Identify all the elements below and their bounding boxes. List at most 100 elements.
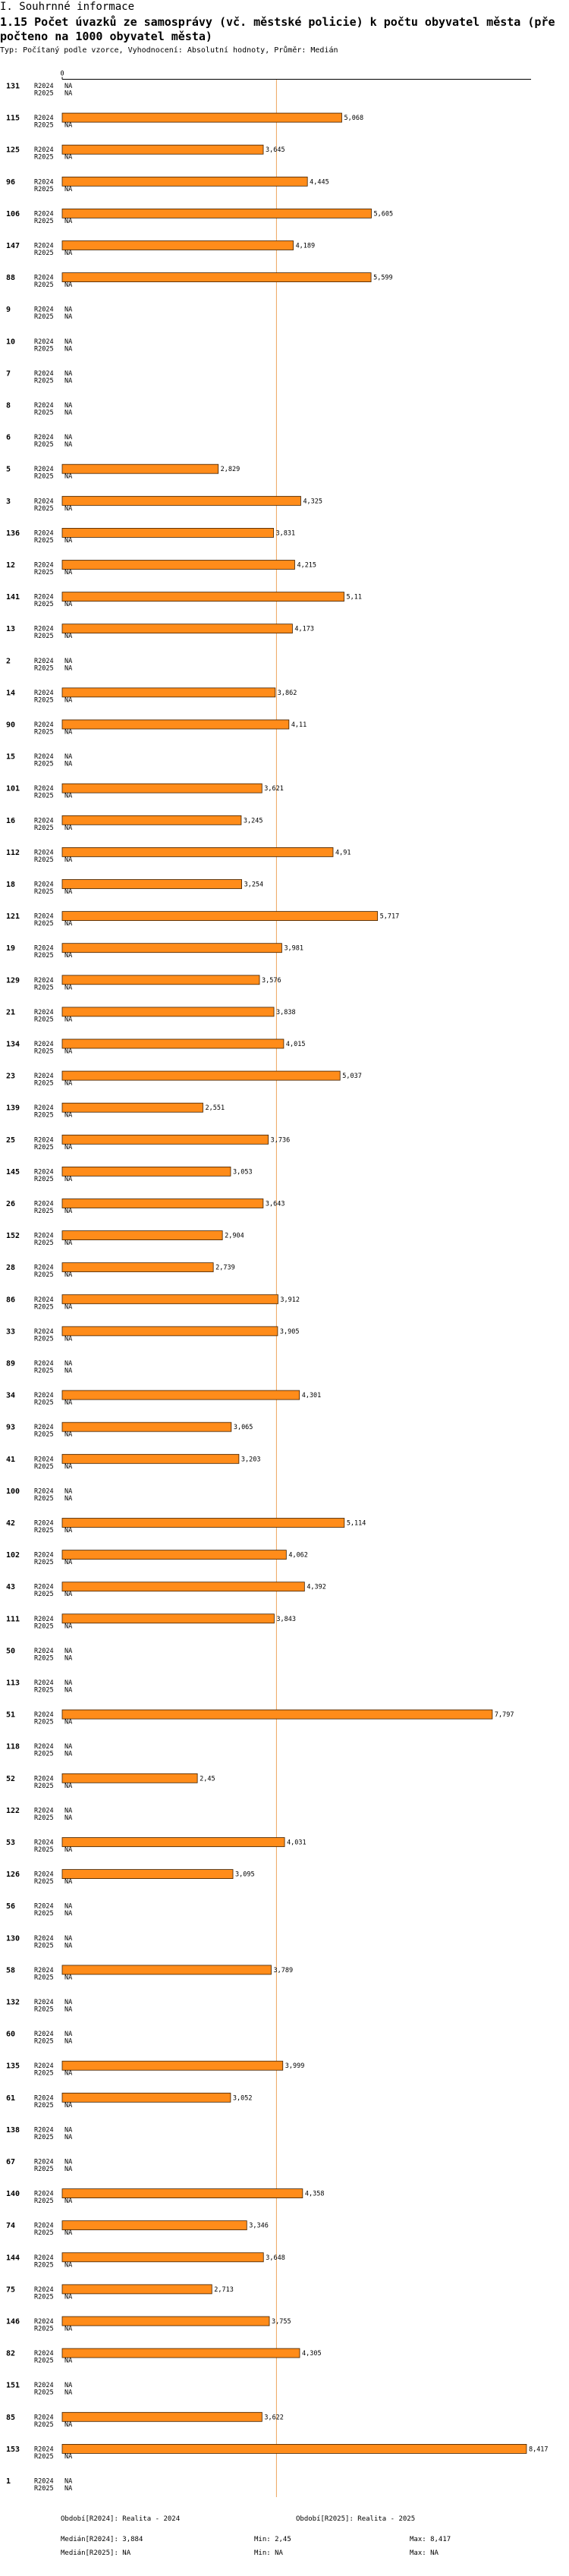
category-group: 139 R2024 2,551 R2025 NA — [6, 1102, 225, 1120]
category-label: 61 — [6, 2094, 15, 2103]
category-group: 28 R2024 2,739 R2025 NA — [6, 1262, 235, 1279]
na-label: NA — [64, 1368, 72, 1375]
series-label: R2024 — [34, 2159, 54, 2166]
na-label: NA — [64, 154, 72, 162]
series-label: R2025 — [34, 2389, 54, 2397]
bar — [61, 2060, 284, 2071]
series-label: R2024 — [34, 721, 54, 729]
category-label: 141 — [6, 593, 20, 602]
bar — [61, 2443, 527, 2454]
na-label: NA — [64, 1719, 72, 1726]
na-label: NA — [64, 186, 72, 193]
value-label: 5,11 — [347, 594, 362, 602]
na-label: NA — [64, 888, 72, 896]
na-label: NA — [64, 1400, 72, 1407]
na-label: NA — [64, 1112, 72, 1120]
footer-min-r2024: Min: 2,45 — [254, 2536, 291, 2543]
series-label: R2024 — [34, 1807, 54, 1814]
series-label: R2024 — [34, 1775, 54, 1783]
na-label: NA — [64, 1751, 72, 1758]
na-label: NA — [64, 83, 72, 90]
series-label: R2025 — [34, 441, 54, 449]
category-label: 25 — [6, 1136, 15, 1145]
footer-max-r2025: Max: NA — [410, 2549, 439, 2557]
category-label: 16 — [6, 817, 15, 825]
category-group: 7 R2024 NA R2025 NA — [6, 369, 72, 385]
series-label: R2025 — [34, 2453, 54, 2461]
series-label: R2025 — [34, 2166, 54, 2173]
na-label: NA — [64, 306, 72, 314]
category-label: 28 — [6, 1264, 15, 1272]
na-label: NA — [64, 1303, 72, 1311]
category-label: 153 — [6, 2446, 20, 2454]
category-label: 145 — [6, 1168, 20, 1176]
series-label: R2025 — [34, 825, 54, 832]
value-label: 3,838 — [276, 1009, 296, 1016]
series-label: R2024 — [34, 1999, 54, 2006]
na-label: NA — [64, 952, 72, 960]
series-label: R2024 — [34, 146, 54, 154]
bar — [61, 1294, 278, 1305]
series-label: R2025 — [34, 1878, 54, 1886]
series-label: R2025 — [34, 1463, 54, 1471]
na-label: NA — [64, 2382, 72, 2389]
category-label: 100 — [6, 1487, 20, 1496]
series-label: R2024 — [34, 1679, 54, 1687]
category-label: 131 — [6, 83, 20, 91]
series-label: R2024 — [34, 2446, 54, 2453]
bar — [61, 943, 282, 953]
na-label: NA — [64, 1591, 72, 1598]
value-label: 5,717 — [380, 913, 400, 921]
category-label: 90 — [6, 721, 15, 730]
category-group: 111 R2024 3,843 R2025 NA — [6, 1613, 296, 1630]
na-label: NA — [64, 2485, 72, 2493]
value-label: 4,445 — [310, 178, 329, 186]
value-label: 5,068 — [344, 115, 363, 122]
series-label: R2025 — [34, 2326, 54, 2333]
category-label: 125 — [6, 146, 20, 155]
category-label: 111 — [6, 1615, 20, 1623]
series-label: R2025 — [34, 505, 54, 513]
series-label: R2024 — [34, 210, 54, 218]
category-label: 115 — [6, 115, 20, 123]
series-label: R2024 — [34, 626, 54, 633]
category-label: 85 — [6, 2414, 15, 2422]
x-tick-label: 0 — [60, 71, 64, 78]
na-label: NA — [64, 2453, 72, 2461]
bar — [61, 1038, 284, 1049]
bar — [61, 1422, 232, 1432]
na-label: NA — [64, 218, 72, 225]
na-label: NA — [64, 537, 72, 545]
value-label: 4,325 — [303, 498, 322, 505]
bar — [61, 144, 264, 155]
category-label: 121 — [6, 913, 20, 921]
bar — [61, 1102, 203, 1113]
series-label: R2025 — [34, 696, 54, 704]
value-label: 3,912 — [280, 1296, 300, 1304]
na-label: NA — [64, 1016, 72, 1023]
category-group: 135 R2024 3,999 R2025 NA — [6, 2060, 304, 2078]
category-label: 2 — [6, 657, 11, 665]
category-group: 146 R2024 3,755 R2025 NA — [6, 2316, 291, 2333]
category-group: 58 R2024 3,789 R2025 NA — [6, 1965, 293, 1981]
category-label: 93 — [6, 1424, 15, 1432]
category-group: 145 R2024 3,053 R2025 NA — [6, 1167, 253, 1183]
category-group: 90 R2024 4,11 R2025 NA — [6, 719, 307, 737]
na-label: NA — [64, 2358, 72, 2365]
na-label: NA — [64, 1807, 72, 1814]
series-label: R2025 — [34, 888, 54, 896]
category-label: 136 — [6, 529, 20, 538]
na-label: NA — [64, 1048, 72, 1056]
series-label: R2024 — [34, 243, 54, 250]
series-label: R2024 — [34, 2031, 54, 2038]
na-label: NA — [64, 1648, 72, 1655]
bar — [61, 911, 379, 921]
na-label: NA — [64, 402, 72, 410]
category-group: 74 R2024 3,346 R2025 NA — [6, 2220, 269, 2237]
category-label: 112 — [6, 849, 20, 857]
value-label: 3,065 — [234, 1424, 253, 1431]
na-label: NA — [64, 658, 72, 665]
bar — [61, 1518, 345, 1528]
category-label: 43 — [6, 1583, 15, 1591]
